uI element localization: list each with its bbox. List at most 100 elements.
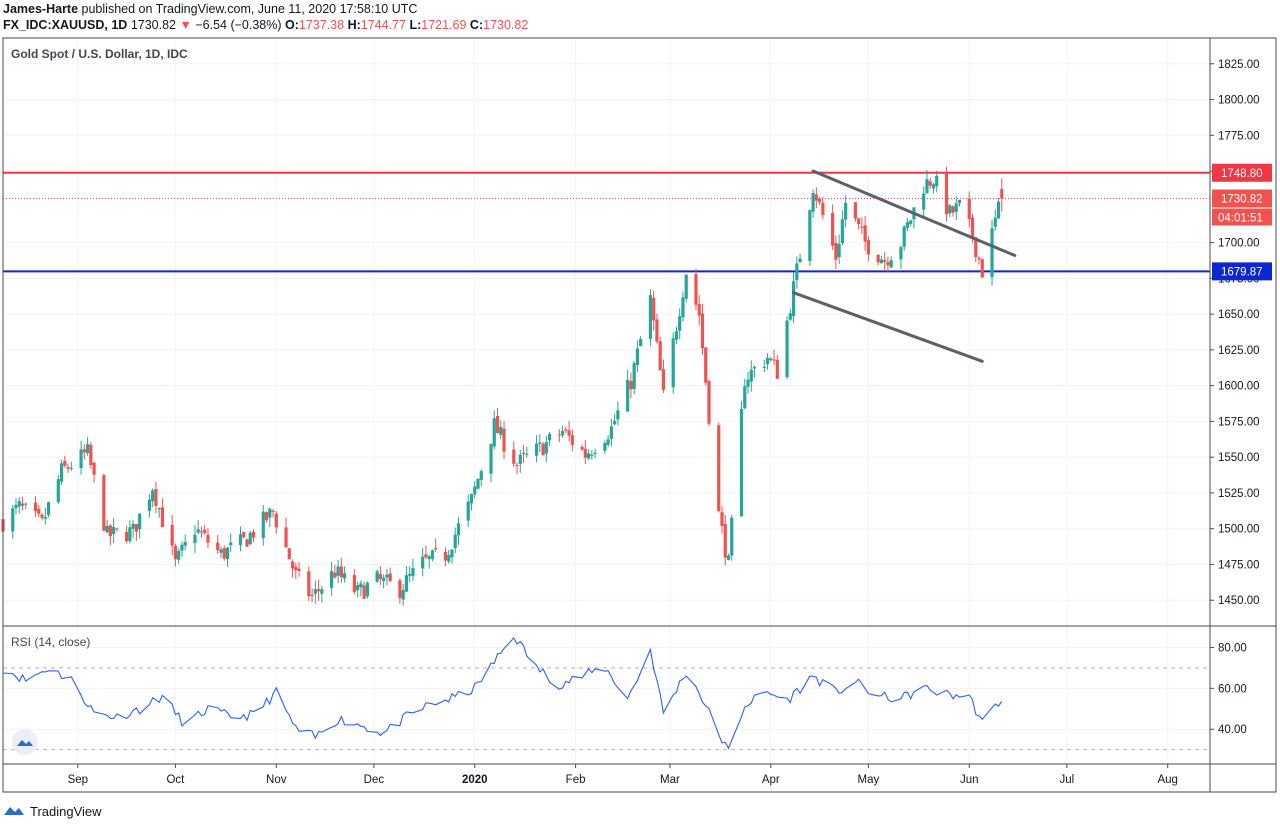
candle [466, 494, 470, 527]
candle-body [271, 510, 275, 512]
candle-body [343, 573, 347, 579]
candle-body [434, 548, 438, 550]
candle-body [977, 257, 981, 260]
candle-body [170, 524, 174, 546]
time-tick-label: Nov [266, 774, 287, 786]
candle-body [512, 449, 516, 464]
candle [544, 435, 548, 463]
time-tick-label: Aug [1157, 774, 1177, 786]
time-axis[interactable]: Sep Oct Nov Dec 2020 Feb Mar Apr May Jun Jul Aug [68, 764, 1178, 786]
candle-body [899, 247, 903, 260]
candle-body [443, 552, 448, 561]
level-price-badge[interactable]: 1679.87 [1221, 266, 1263, 278]
candle-body [37, 508, 41, 514]
candle [421, 547, 425, 577]
candle-body [931, 184, 936, 189]
candle-body [79, 449, 83, 469]
candle [382, 574, 386, 589]
candle [538, 434, 542, 453]
candle [922, 186, 926, 217]
candle-body [587, 453, 591, 459]
candle [495, 407, 500, 434]
candle [66, 463, 70, 473]
candle [587, 449, 591, 460]
candle [541, 441, 545, 456]
candle [375, 569, 379, 583]
candle [430, 549, 435, 562]
trendlines[interactable] [792, 169, 1017, 363]
candle-body [811, 192, 815, 212]
candle-body [404, 575, 409, 592]
trendline[interactable] [792, 291, 984, 363]
candle-body [63, 460, 67, 466]
candle-body [297, 568, 301, 571]
candle [613, 414, 617, 426]
candle-body [765, 357, 770, 365]
symbol-label[interactable]: FX_IDC:XAUUSD, 1D [3, 18, 128, 32]
candle-body [844, 202, 848, 220]
level-price-badge-bg[interactable] [1212, 163, 1272, 182]
level-price-badge-bg[interactable] [1212, 262, 1272, 281]
candle [173, 543, 178, 567]
candle [287, 548, 291, 560]
candle [730, 514, 734, 561]
candle [108, 524, 112, 546]
author-name[interactable]: James-Harte [3, 2, 79, 16]
candle [951, 204, 955, 217]
candle [798, 253, 802, 263]
candle-body [681, 297, 685, 318]
candle-body [808, 210, 812, 261]
candle-body [251, 531, 256, 538]
candle-body [840, 219, 844, 244]
candle-body [580, 446, 584, 450]
candle [14, 498, 18, 515]
candle-body [362, 585, 366, 599]
price-tick-label: 1600.00 [1218, 381, 1260, 393]
candle-body [284, 527, 288, 548]
candle [154, 481, 158, 514]
candle [469, 493, 474, 511]
candle [157, 507, 161, 518]
candle-body [264, 512, 269, 521]
candle-body [333, 572, 337, 578]
candle-body [769, 358, 773, 361]
current-price-badge[interactable]: 1730.82 [1221, 193, 1263, 205]
candle-body [886, 262, 890, 266]
candle [284, 517, 288, 548]
footer-brand[interactable]: TradingView [30, 803, 102, 819]
candle-body [863, 225, 867, 242]
candle-body [157, 508, 161, 510]
candle [115, 528, 119, 532]
candle-body [817, 198, 822, 203]
candle-body [951, 206, 955, 213]
candle-body [609, 426, 613, 439]
candle [492, 410, 496, 450]
candle [125, 525, 129, 544]
candle [658, 336, 662, 371]
candle-body [82, 449, 86, 453]
candle-body [629, 380, 633, 390]
candle-body [382, 577, 386, 582]
candle [294, 562, 298, 579]
candle-body [196, 529, 200, 533]
horizontal-levels[interactable] [3, 171, 1210, 273]
trendline[interactable] [811, 169, 1017, 257]
candle-body [313, 589, 317, 594]
close-value: 1730.82 [483, 18, 529, 32]
candle [359, 580, 363, 597]
candle-body [245, 539, 249, 547]
tradingview-cloud-icon[interactable] [12, 729, 38, 755]
candle [785, 316, 789, 380]
candle-body [456, 523, 461, 536]
candle [206, 528, 210, 548]
candle [398, 578, 402, 604]
candle [1000, 178, 1004, 212]
candle [40, 513, 44, 521]
tradingview-logo-icon[interactable] [2, 803, 26, 819]
candle [567, 420, 571, 442]
candle [834, 235, 838, 270]
price-axis[interactable]: 1825.001800.001775.001750.001700.001675.… [1210, 59, 1272, 736]
current-price-badge-bg[interactable] [1212, 189, 1272, 208]
level-price-badge[interactable]: 1748.80 [1221, 168, 1263, 180]
